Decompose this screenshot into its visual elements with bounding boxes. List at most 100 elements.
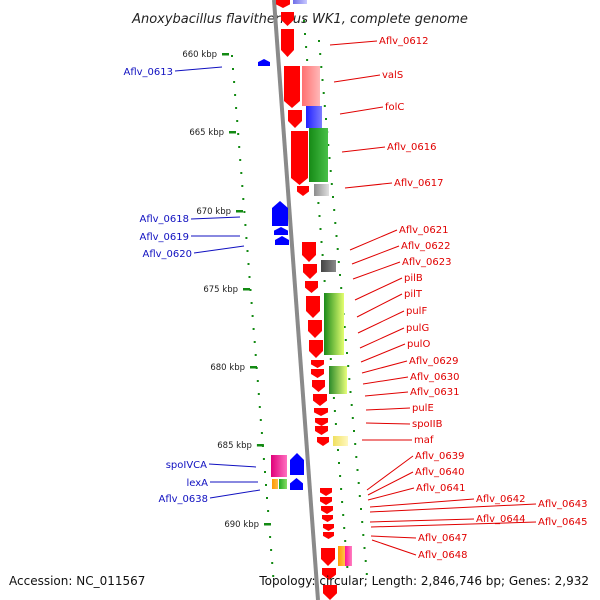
kbp-label: 685 kbp (217, 441, 252, 451)
scale-tick (272, 575, 275, 577)
scale-tick (245, 237, 248, 239)
strand-tick (361, 521, 364, 523)
kbp-label: 675 kbp (203, 285, 238, 295)
forward-gene-arrow (320, 488, 332, 496)
strand-tick (364, 560, 367, 562)
category-bar (345, 546, 352, 566)
kbp-tick (250, 366, 257, 369)
gene-label: Aflv_0630 (410, 372, 460, 383)
gene-label: Aflv_0643 (538, 499, 588, 510)
scale-tick (265, 484, 267, 486)
forward-gene-arrow (322, 568, 336, 580)
strand-tick (346, 566, 349, 568)
scale-tick (232, 68, 234, 70)
gene-label: lexA (186, 478, 208, 489)
scale-tick (262, 458, 265, 460)
category-bar (321, 260, 336, 272)
label-leader (370, 521, 537, 528)
scale-tick (266, 497, 268, 499)
forward-gene-arrow (276, 0, 290, 8)
label-leader (362, 376, 409, 385)
strand-tick (340, 488, 343, 490)
strand-tick (349, 391, 352, 393)
scale-tick (264, 471, 266, 473)
label-leader (369, 498, 475, 508)
gene-label: Aflv_0647 (418, 533, 468, 544)
category-bar (272, 479, 278, 489)
forward-gene-arrow (322, 515, 333, 522)
strand-tick (339, 274, 341, 276)
strand-tick (342, 514, 345, 516)
strand-tick (333, 410, 336, 412)
label-leader (366, 455, 414, 491)
scale-tick (242, 198, 245, 200)
scale-tick (259, 419, 262, 421)
label-leader (208, 463, 257, 468)
gene-label: Aflv_0618 (139, 214, 189, 225)
strand-tick (339, 475, 342, 477)
label-leader (369, 518, 475, 523)
gene-label: Aflv_0638 (158, 494, 208, 505)
label-leader (371, 539, 417, 556)
label-leader (367, 487, 415, 501)
strand-tick (351, 417, 354, 419)
forward-gene-arrow (288, 110, 302, 128)
category-bar (279, 479, 287, 489)
strand-tick (306, 59, 309, 61)
strand-tick (340, 287, 343, 289)
reverse-gene-arrow (274, 227, 288, 235)
forward-gene-arrow (281, 29, 294, 57)
scale-tick (237, 133, 240, 135)
category-bar (338, 546, 346, 566)
scale-tick (247, 263, 250, 265)
scale-tick (239, 159, 242, 161)
gene-label: valS (382, 70, 403, 81)
label-leader (370, 535, 417, 539)
label-leader (369, 503, 537, 513)
strand-tick (317, 202, 320, 204)
strand-tick (329, 170, 332, 172)
forward-gene-arrow (315, 426, 328, 435)
label-leader (174, 66, 223, 72)
strand-tick (341, 501, 344, 503)
tick-marks (231, 20, 368, 577)
accession-text: Accession: NC_011567 (9, 574, 145, 588)
forward-gene-arrow (323, 585, 337, 600)
strand-tick (344, 540, 347, 542)
scale-tick (235, 107, 238, 109)
forward-gene-arrow (308, 320, 322, 338)
strand-tick (303, 20, 305, 22)
forward-gene-arrow (305, 281, 318, 293)
kbp-tick (222, 53, 229, 56)
strand-tick (328, 157, 331, 159)
kbp-label: 665 kbp (189, 128, 224, 138)
gene-label: Aflv_0623 (402, 257, 452, 268)
scale-tick (267, 510, 270, 512)
reverse-gene-arrow (272, 201, 288, 226)
strand-tick (337, 449, 339, 451)
gene-label: Aflv_0620 (142, 249, 192, 260)
strand-tick (332, 196, 334, 198)
forward-gene-arrow (309, 340, 323, 358)
gene-label: pulG (406, 323, 429, 334)
scale-tick (241, 185, 244, 187)
gene-label: Aflv_0613 (123, 67, 173, 78)
kbp-label: 670 kbp (196, 207, 231, 217)
strand-tick (338, 462, 340, 464)
strand-tick (334, 423, 337, 425)
strand-tick (350, 404, 353, 406)
scale-tick (260, 432, 263, 434)
gene-label: Aflv_0642 (476, 494, 526, 505)
strand-tick (336, 248, 339, 250)
gene-label: pulE (412, 403, 434, 414)
forward-gene-arrow (302, 242, 316, 262)
label-leader (359, 327, 405, 349)
label-leader (209, 489, 261, 499)
label-leader (365, 422, 411, 425)
category-bar (306, 106, 322, 128)
genome-backbone (272, 0, 320, 600)
category-bar (302, 66, 320, 106)
reverse-gene-arrow (290, 453, 304, 475)
label-leader (367, 471, 414, 496)
gene-label: Aflv_0619 (139, 232, 189, 243)
